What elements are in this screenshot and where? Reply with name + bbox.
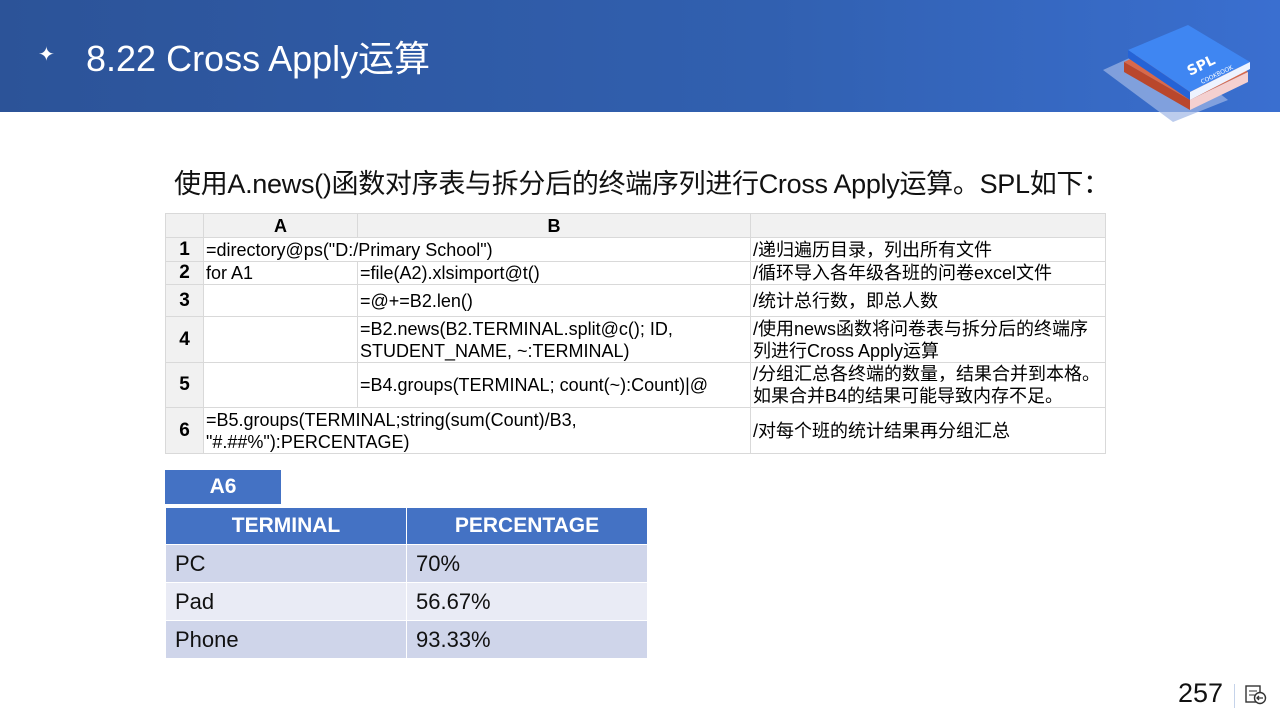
cell-a3[interactable] — [203, 284, 358, 317]
intro-text: 使用A.news()函数对序表与拆分后的终端序列进行Cross Apply运算。… — [174, 169, 1110, 199]
result-table: TERMINAL PERCENTAGE PC 70% Pad 56.67% Ph… — [165, 507, 648, 659]
grid-row: 6 =B5.groups(TERMINAL;string(sum(Count)/… — [165, 407, 1106, 454]
terminal-cell: PC — [165, 544, 407, 583]
table-row: Pad 56.67% — [165, 582, 648, 621]
cell-b5[interactable]: =B4.groups(TERMINAL; count(~):Count)|@ — [357, 362, 751, 408]
terminal-cell: Pad — [165, 582, 407, 621]
slide-return-icon[interactable] — [1245, 685, 1267, 705]
cell-c1[interactable]: /递归遍历目录，列出所有文件 — [750, 237, 1106, 262]
cell-b3[interactable]: =@+=B2.len() — [357, 284, 751, 317]
table-row: PC 70% — [165, 544, 648, 583]
cell-a1[interactable]: =directory@ps("D:/Primary School") — [203, 237, 751, 262]
page-number: 257 — [1178, 678, 1224, 708]
cell-a6[interactable]: =B5.groups(TERMINAL;string(sum(Count)/B3… — [203, 407, 751, 454]
grid-row: 3 =@+=B2.len() /统计总行数，即总人数 — [165, 284, 1106, 317]
column-header-b[interactable]: B — [357, 213, 751, 238]
table-row: Phone 93.33% — [165, 620, 648, 659]
result-header-terminal: TERMINAL — [165, 507, 407, 545]
result-cell-label: A6 — [165, 470, 281, 504]
row-number: 1 — [165, 237, 204, 262]
cell-a4[interactable] — [203, 316, 358, 363]
row-number: 2 — [165, 261, 204, 285]
grid-row: 1 =directory@ps("D:/Primary School") /递归… — [165, 237, 1106, 262]
row-number: 3 — [165, 284, 204, 317]
spl-grid: A B 1 =directory@ps("D:/Primary School")… — [165, 213, 1106, 454]
cell-c5[interactable]: /分组汇总各终端的数量，结果合并到本格。如果合并B4的结果可能导致内存不足。 — [750, 362, 1106, 408]
row-number: 4 — [165, 316, 204, 363]
cell-c2[interactable]: /循环导入各年级各班的问卷excel文件 — [750, 261, 1106, 285]
grid-row: 2 for A1 =file(A2).xlsimport@t() /循环导入各年… — [165, 261, 1106, 285]
cell-c3[interactable]: /统计总行数，即总人数 — [750, 284, 1106, 317]
percentage-cell: 56.67% — [406, 582, 648, 621]
terminal-cell: Phone — [165, 620, 407, 659]
sparkle-icon: ✦ — [38, 42, 55, 66]
cell-c6[interactable]: /对每个班的统计结果再分组汇总 — [750, 407, 1106, 454]
percentage-cell: 93.33% — [406, 620, 648, 659]
cell-a2[interactable]: for A1 — [203, 261, 358, 285]
corner-cell — [165, 213, 204, 238]
row-number: 6 — [165, 407, 204, 454]
cell-c4[interactable]: /使用news函数将问卷表与拆分后的终端序列进行Cross Apply运算 — [750, 316, 1106, 363]
cell-b4[interactable]: =B2.news(B2.TERMINAL.split@c(); ID, STUD… — [357, 316, 751, 363]
percentage-cell: 70% — [406, 544, 648, 583]
slide-header: ✦ 8.22 Cross Apply运算 SPL COOKBOOK — [0, 0, 1280, 122]
result-header-percentage: PERCENTAGE — [406, 507, 648, 545]
spl-cookbook-logo: SPL COOKBOOK — [1103, 25, 1250, 122]
cell-a5[interactable] — [203, 362, 358, 408]
grid-row: 4 =B2.news(B2.TERMINAL.split@c(); ID, ST… — [165, 316, 1106, 363]
result-header-row: TERMINAL PERCENTAGE — [165, 507, 648, 545]
grid-row: 5 =B4.groups(TERMINAL; count(~):Count)|@… — [165, 362, 1106, 408]
row-number: 5 — [165, 362, 204, 408]
cell-b2[interactable]: =file(A2).xlsimport@t() — [357, 261, 751, 285]
grid-header-row: A B — [165, 213, 1106, 238]
column-header-a[interactable]: A — [203, 213, 358, 238]
slide-title: 8.22 Cross Apply运算 — [86, 38, 431, 79]
divider — [1234, 684, 1235, 708]
column-header-c[interactable] — [750, 213, 1106, 238]
